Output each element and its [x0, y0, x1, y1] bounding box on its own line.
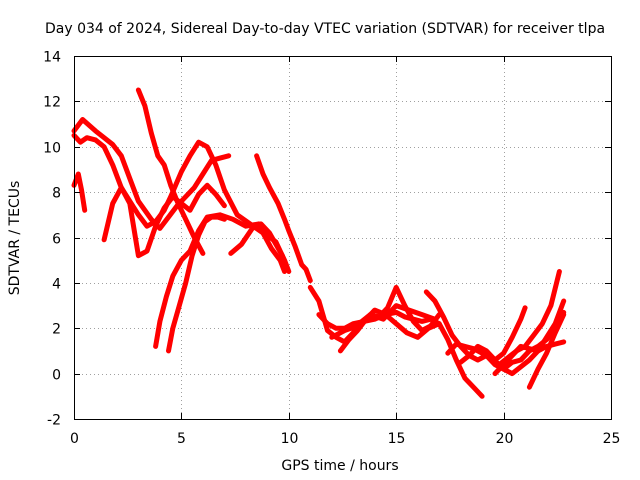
y-tick-label: 0	[52, 368, 61, 384]
x-tick-label: 15	[388, 431, 406, 447]
x-axis-label: GPS time / hours	[281, 458, 398, 474]
x-tick-label: 5	[177, 431, 186, 447]
chart-title: Day 034 of 2024, Sidereal Day-to-day VTE…	[45, 21, 605, 37]
x-tick-label: 20	[496, 431, 514, 447]
y-tick-label: 12	[43, 95, 61, 111]
y-tick-label: 2	[52, 322, 61, 338]
y-tick-label: 10	[43, 141, 61, 157]
y-tick-label: 8	[52, 186, 61, 202]
series-arc-2	[71, 171, 88, 213]
series-arc-5	[135, 87, 206, 256]
series-arc-18	[501, 298, 567, 377]
series-arc-8	[228, 221, 290, 272]
series-arc-12	[329, 303, 438, 340]
data-layer	[71, 87, 567, 399]
series-arc-4	[101, 182, 227, 259]
series-arc-9	[254, 153, 313, 284]
y-tick-label: 6	[52, 232, 61, 248]
series-arc-16	[458, 305, 528, 365]
series-arc-7	[166, 214, 227, 354]
axis-ticks	[74, 56, 612, 420]
y-tick-label: 4	[52, 277, 61, 293]
grid	[74, 56, 611, 419]
series-arc-13	[337, 307, 485, 399]
x-tick-label: 0	[70, 431, 79, 447]
series-arc-1	[71, 117, 232, 231]
y-tick-label: -2	[47, 413, 61, 429]
y-tick-labels: -2 0 2 4 6 8 10 12 14	[43, 50, 61, 429]
series-arc-19	[526, 312, 567, 390]
x-tick-labels: 0 5 10 15 20 25	[70, 431, 620, 447]
y-axis-label: SDTVAR / TECUs	[7, 181, 23, 296]
x-tick-label: 10	[281, 431, 299, 447]
y-tick-label: 14	[43, 50, 61, 66]
x-tick-label: 25	[603, 431, 621, 447]
